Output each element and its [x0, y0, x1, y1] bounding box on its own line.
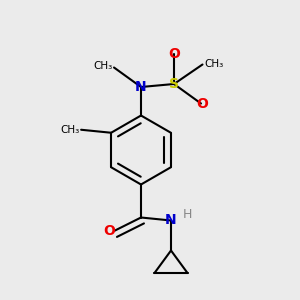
- Text: H: H: [183, 208, 192, 221]
- Text: O: O: [168, 47, 180, 61]
- Text: CH₃: CH₃: [204, 59, 223, 69]
- Text: O: O: [103, 224, 116, 238]
- Text: CH₃: CH₃: [60, 125, 80, 135]
- Text: CH₃: CH₃: [93, 61, 112, 71]
- Text: N: N: [135, 80, 147, 94]
- Text: S: S: [169, 77, 179, 91]
- Text: N: N: [165, 214, 177, 227]
- Text: O: O: [196, 97, 208, 110]
